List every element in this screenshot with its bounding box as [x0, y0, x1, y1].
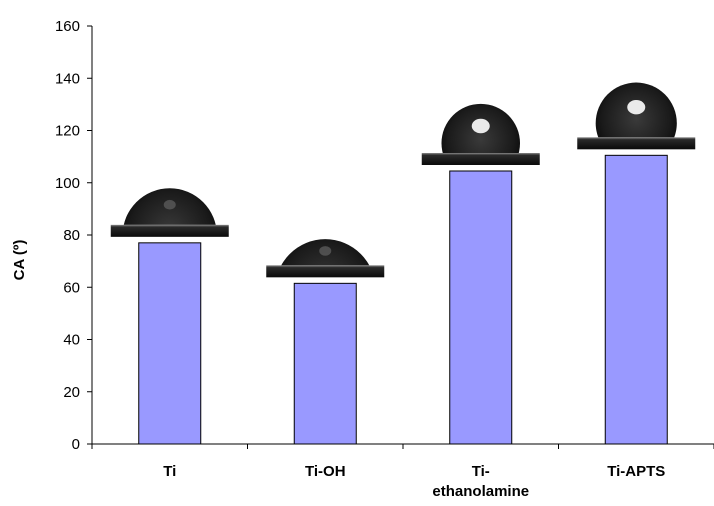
droplet-highlight — [163, 199, 176, 210]
droplet-image — [577, 76, 696, 150]
substrate-plate — [577, 137, 696, 150]
x-category-label: ethanolamine — [432, 483, 529, 500]
droplet-highlight — [471, 118, 490, 134]
droplet-images — [110, 76, 696, 278]
y-tick-label: 80 — [63, 227, 80, 244]
droplet-highlight — [627, 99, 646, 115]
y-tick-label: 100 — [55, 175, 80, 192]
x-category-label: Ti-APTS — [607, 463, 665, 480]
droplet-shape — [595, 82, 677, 138]
substrate-plate — [110, 224, 229, 237]
y-tick-label: 60 — [63, 279, 80, 296]
y-tick-label: 40 — [63, 332, 80, 349]
x-category-label: Ti- — [472, 463, 490, 480]
droplet-image — [266, 233, 385, 278]
droplet-image — [110, 182, 229, 237]
y-tick-label: 0 — [72, 436, 80, 453]
labels: 0 20 40 60 80 100 120 140 160 CA (º) Ti Ti-OH Ti-eth… — [11, 18, 665, 500]
substrate-plate — [266, 265, 385, 278]
x-category-label: Ti-OH — [305, 463, 346, 480]
y-axis-title: CA (º) — [11, 240, 28, 281]
droplet-highlight — [319, 246, 332, 256]
y-tick-label: 140 — [55, 70, 80, 87]
x-category-label: Ti — [163, 463, 176, 480]
y-tick-label: 160 — [55, 18, 80, 35]
bar — [604, 154, 668, 445]
y-tick-label: 120 — [55, 123, 80, 140]
bars — [138, 154, 668, 445]
substrate-plate — [421, 152, 540, 165]
bar — [449, 170, 513, 445]
bar — [293, 282, 357, 445]
y-tick-label: 20 — [63, 384, 80, 401]
droplet-image — [421, 97, 540, 165]
bar — [138, 242, 202, 445]
